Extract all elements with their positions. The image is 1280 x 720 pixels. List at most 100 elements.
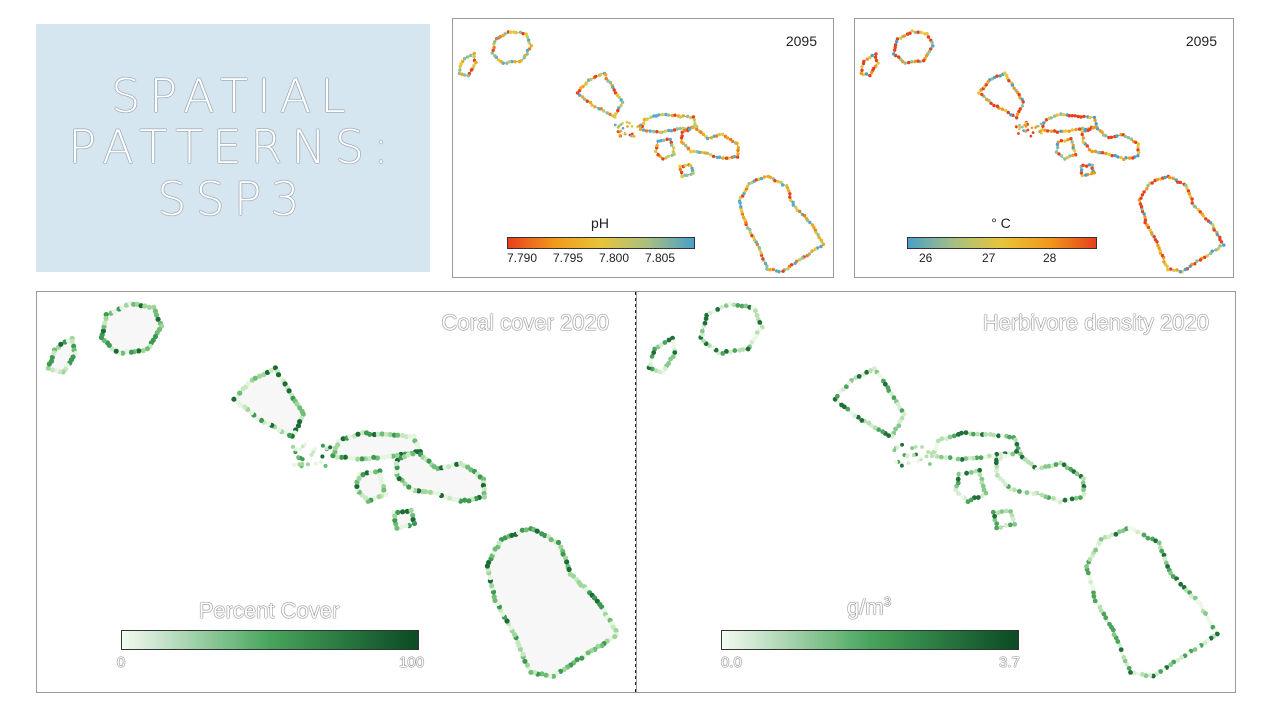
reef-dot — [955, 480, 961, 486]
reef-dot — [1140, 209, 1145, 214]
reef-dot — [394, 525, 400, 531]
reef-dot — [630, 125, 634, 128]
reef-dot — [844, 384, 849, 390]
reef-dot — [1116, 155, 1120, 159]
reef-dot — [1139, 672, 1145, 677]
reef-dot — [516, 529, 522, 536]
reef-dot — [911, 453, 916, 458]
reef-dot — [297, 419, 303, 425]
reef-dot — [899, 57, 903, 61]
reef-dot — [320, 443, 325, 448]
reef-dot — [985, 97, 989, 102]
reef-dot — [787, 264, 792, 269]
reef-dot — [763, 261, 768, 266]
reef-dot — [1098, 608, 1104, 613]
reef-dot — [986, 80, 990, 84]
reef-dot — [383, 431, 390, 437]
temp-colorbar — [907, 237, 1097, 249]
reef-dot — [839, 402, 844, 408]
reef-dot — [702, 320, 708, 326]
reef-dot — [642, 117, 647, 122]
reef-dot — [1155, 177, 1160, 182]
reef-dot — [1169, 267, 1173, 271]
reef-dot — [45, 365, 51, 371]
reef-dot — [503, 32, 507, 36]
reef-dot — [613, 627, 619, 634]
reef-dot — [920, 444, 925, 449]
reef-dot — [1006, 110, 1010, 115]
reef-dot — [617, 124, 621, 128]
reef-dot — [970, 455, 976, 461]
reef-dot — [416, 488, 422, 494]
reef-dot — [136, 348, 142, 354]
reef-dot — [542, 532, 548, 539]
reef-dot — [458, 64, 462, 69]
reef-dot — [1057, 499, 1063, 505]
reef-dot — [720, 351, 726, 356]
reef-dot — [670, 339, 676, 345]
reef-dot — [1205, 254, 1210, 258]
reef-dot — [906, 461, 911, 465]
reef-dot — [899, 408, 905, 414]
reef-dot — [662, 138, 666, 142]
reef-dot — [705, 151, 710, 155]
reef-dot — [555, 539, 562, 546]
reef-dot — [522, 658, 528, 664]
reef-dot — [548, 537, 554, 543]
reef-dot — [338, 454, 345, 460]
reef-dot — [1214, 631, 1220, 637]
reef-dot — [740, 209, 744, 214]
reef-dot — [617, 106, 621, 110]
reef-dot — [736, 152, 740, 156]
reef-dot — [1107, 152, 1111, 157]
reef-dot — [1026, 123, 1030, 126]
reef-dot — [1078, 495, 1083, 500]
reef-dot — [977, 467, 983, 473]
reef-dot — [1017, 93, 1021, 97]
reef-dot — [821, 242, 826, 247]
reef-dot — [1063, 139, 1067, 143]
reef-dot — [657, 369, 663, 375]
reef-dot — [971, 431, 976, 437]
reef-dot — [998, 451, 1004, 457]
reef-dot — [300, 457, 305, 462]
reef-dot — [699, 130, 703, 134]
reef-dot — [1015, 125, 1018, 129]
reef-dot — [665, 137, 669, 141]
reef-dot — [69, 338, 75, 345]
reef-dot — [392, 513, 398, 519]
reef-dot — [254, 415, 260, 422]
reef-dot — [960, 472, 966, 477]
reef-dot — [874, 58, 879, 63]
reef-dot — [992, 513, 997, 519]
reef-dot — [1080, 173, 1084, 178]
reef-dot — [1222, 243, 1226, 247]
reef-dot — [1131, 670, 1137, 676]
reef-dot — [1081, 163, 1085, 167]
reef-dot — [1043, 464, 1048, 469]
reef-dot — [298, 447, 303, 452]
reef-dot — [1020, 104, 1025, 108]
reef-dot — [560, 551, 566, 557]
reef-dot — [1161, 552, 1167, 558]
reef-dot — [632, 135, 636, 138]
reef-dot — [313, 461, 319, 466]
reef-dot — [566, 566, 572, 573]
reef-dot — [1012, 86, 1016, 91]
reef-dot — [51, 350, 57, 356]
reef-dot — [1065, 155, 1070, 160]
reef-dot — [466, 74, 471, 78]
reef-dot — [480, 476, 487, 482]
reef-dot — [902, 34, 907, 38]
reef-dot — [124, 348, 130, 354]
reef-dot — [724, 349, 729, 354]
reef-dot — [1093, 547, 1099, 553]
reef-dot — [1119, 155, 1123, 160]
reef-dot — [1122, 157, 1126, 162]
reef-dot — [781, 269, 785, 273]
reef-dot — [1092, 598, 1098, 604]
reef-dot — [1113, 153, 1117, 158]
reef-dot — [1095, 127, 1100, 131]
reef-dot — [1000, 433, 1005, 438]
reef-dot — [754, 313, 760, 318]
